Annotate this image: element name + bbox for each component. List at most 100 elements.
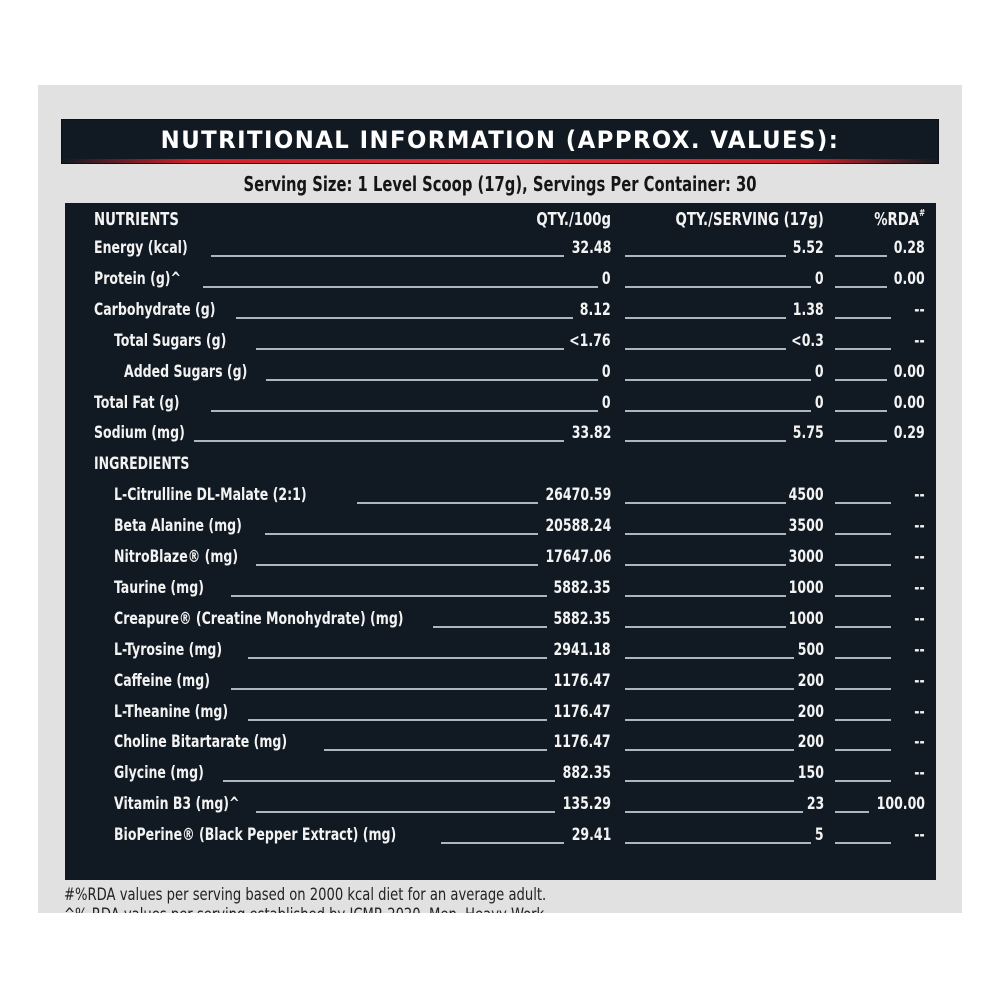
qty-per-100g: 1176.47	[553, 670, 611, 691]
leader-line	[835, 687, 891, 690]
leader-line	[625, 285, 812, 288]
rda-label: %RDA	[873, 209, 919, 230]
qty-per-100g: 0	[602, 268, 611, 289]
leader-line	[625, 842, 812, 845]
qty-per-serving: 500	[797, 639, 824, 660]
qty-per-serving: 200	[797, 732, 824, 753]
qty-per-serving: 1000	[789, 608, 824, 629]
row-label: Vitamin B3 (mg)^	[114, 794, 240, 815]
qty-per-serving: 0	[815, 361, 824, 382]
qty-per-100g: 0	[602, 392, 611, 413]
leader-line	[625, 564, 786, 566]
leader-line	[625, 316, 786, 319]
page-title: NUTRITIONAL INFORMATION (APPROX. VALUES)…	[160, 126, 840, 154]
qty-per-100g: 17647.06	[545, 547, 611, 567]
nutrient-row: Sodium (mg) 33.82 5.75 0.29	[65, 419, 936, 449]
leader-line	[835, 316, 891, 319]
qty-per-serving: 5.52	[793, 238, 824, 258]
qty-per-serving: 200	[797, 701, 824, 722]
ingredient-row: L-Citrulline DL-Malate (2:1) 26470.59 4500…	[65, 481, 936, 511]
qty-per-100g: 1176.47	[553, 732, 611, 753]
nutrient-row: Total Fat (g) 0 0 0.00	[65, 389, 936, 419]
leader-line	[835, 347, 891, 350]
row-label: NitroBlaze® (mg)	[114, 547, 239, 567]
footnotes: #%RDA values per serving based on 2000 k…	[64, 885, 546, 913]
leader-line	[432, 625, 547, 628]
row-label: Total Fat (g)	[94, 392, 180, 413]
rda-percent: --	[914, 701, 925, 722]
rda-percent: --	[914, 732, 925, 753]
red-accent-stripe	[62, 159, 938, 163]
qty-per-100g: 1176.47	[553, 701, 611, 722]
qty-per-100g: 135.29	[562, 794, 611, 815]
rda-percent: 100.00	[876, 794, 925, 815]
column-header-rda: %RDA#	[873, 209, 925, 231]
leader-line	[835, 564, 891, 566]
qty-per-serving: 5.75	[793, 423, 824, 444]
row-label: Sodium (mg)	[94, 423, 185, 444]
title-bar: NUTRITIONAL INFORMATION (APPROX. VALUES)…	[62, 120, 938, 163]
rda-percent: --	[914, 577, 925, 598]
leader-line	[625, 749, 795, 752]
row-label: L-Citrulline DL-Malate (2:1)	[114, 485, 307, 506]
nutrition-label-panel: NUTRITIONAL INFORMATION (APPROX. VALUES)…	[38, 85, 962, 913]
qty-per-serving: 0	[815, 392, 824, 413]
qty-per-serving: 1.38	[793, 299, 824, 320]
leader-line	[248, 656, 547, 659]
ingredient-row: NitroBlaze® (mg) 17647.06 3000 --	[65, 543, 936, 573]
leader-line	[625, 409, 812, 412]
rda-percent: 0.29	[894, 423, 925, 444]
leader-line	[835, 409, 887, 412]
qty-per-serving: 4500	[789, 485, 824, 506]
leader-line	[625, 502, 786, 505]
leader-line	[835, 842, 891, 845]
rda-percent: --	[914, 299, 925, 320]
footnote-icmr: ^% RDA values per serving established by…	[64, 905, 546, 913]
row-label: Protein (g)^	[94, 268, 182, 289]
rda-percent: --	[914, 547, 925, 567]
leader-line	[625, 347, 786, 350]
leader-line	[835, 625, 891, 628]
leader-line	[835, 811, 870, 814]
qty-per-100g: <1.76	[569, 330, 611, 351]
leader-line	[625, 255, 786, 257]
leader-line	[248, 718, 547, 721]
leader-line	[625, 656, 795, 659]
row-label: Total Sugars (g)	[114, 330, 227, 351]
qty-per-serving: <0.3	[791, 330, 824, 351]
rda-percent: 0.00	[894, 361, 925, 382]
qty-per-100g: 5882.35	[553, 608, 611, 629]
leader-line	[231, 594, 547, 597]
leader-line	[222, 780, 556, 783]
qty-per-serving: 0	[815, 268, 824, 289]
table-header-row: NUTRIENTS QTY./100g QTY./SERVING (17g) %…	[65, 203, 936, 233]
leader-line	[357, 502, 539, 505]
nutrient-row: Protein (g)^ 0 0 0.00	[65, 265, 936, 295]
leader-line	[236, 316, 573, 319]
page-background	[0, 913, 1000, 1000]
leader-line	[835, 502, 891, 505]
rda-percent: --	[914, 825, 925, 846]
footnote-rda: #%RDA values per serving based on 2000 k…	[64, 885, 547, 905]
leader-line	[323, 749, 547, 752]
rda-percent: 0.00	[894, 268, 925, 289]
qty-per-100g: 26470.59	[545, 485, 611, 506]
leader-line	[202, 285, 599, 288]
ingredient-row: Glycine (mg) 882.35 150 --	[65, 759, 936, 789]
rda-percent: --	[914, 485, 925, 506]
ingredient-row: Vitamin B3 (mg)^ 135.29 23 100.00	[65, 790, 936, 820]
qty-per-serving: 5	[815, 825, 824, 846]
leader-line	[441, 842, 564, 845]
row-label: Caffeine (mg)	[114, 670, 210, 691]
leader-line	[625, 594, 786, 597]
ingredient-row: Creapure® (Creatine Monohydrate) (mg) 588…	[65, 605, 936, 635]
leader-line	[835, 594, 891, 597]
qty-per-serving: 3000	[789, 547, 824, 567]
leader-line	[835, 378, 887, 381]
qty-per-100g: 5882.35	[553, 577, 611, 598]
qty-per-serving: 150	[797, 763, 824, 784]
ingredient-row: L-Tyrosine (mg) 2941.18 500 --	[65, 636, 936, 666]
column-header-qty-100g: QTY./100g	[536, 209, 611, 230]
row-label: L-Theanine (mg)	[114, 701, 229, 722]
qty-per-100g: 20588.24	[545, 516, 611, 537]
